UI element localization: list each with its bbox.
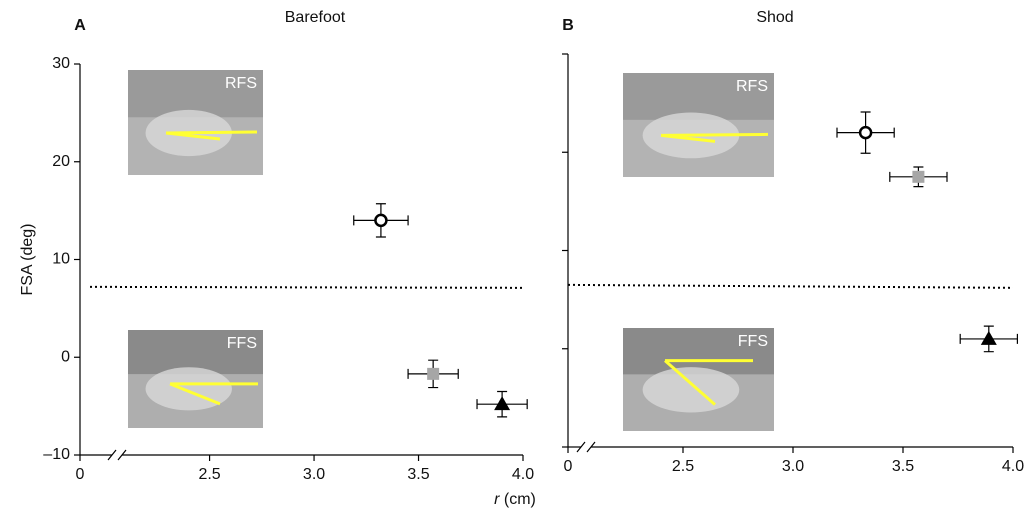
x-tick-label: 4.0 bbox=[512, 466, 534, 483]
x-tick-label: 0 bbox=[76, 466, 85, 483]
point bbox=[858, 125, 873, 140]
x-tick-label: 0 bbox=[564, 458, 573, 475]
point bbox=[912, 170, 925, 183]
threshold-line bbox=[89, 285, 524, 289]
x-axis-label: r (cm) bbox=[494, 491, 536, 508]
y-tick-label: 30 bbox=[52, 55, 70, 72]
point bbox=[980, 330, 997, 345]
threshold-line bbox=[567, 283, 1014, 289]
x-tick-label: 2.5 bbox=[198, 466, 220, 483]
panel-label: B bbox=[562, 17, 574, 34]
y-tick-label: –10 bbox=[43, 446, 70, 463]
x-tick-label: 3.5 bbox=[407, 466, 429, 483]
x-variable: r bbox=[494, 491, 500, 508]
panel-title: Barefoot bbox=[285, 9, 346, 26]
axis-break bbox=[576, 441, 596, 453]
x-tick-label: 3.0 bbox=[782, 458, 804, 475]
x-tick-label: 4.0 bbox=[1002, 458, 1024, 475]
y-tick-label: 20 bbox=[52, 153, 70, 170]
axis-break bbox=[107, 449, 127, 461]
point bbox=[494, 396, 511, 411]
x-tick-label: 3.5 bbox=[892, 458, 914, 475]
inset-angle bbox=[660, 132, 769, 143]
y-tick-label: 10 bbox=[52, 251, 70, 268]
panel-title: Shod bbox=[756, 9, 793, 26]
inset-label: RFS bbox=[225, 75, 257, 92]
x-unit: (cm) bbox=[504, 491, 536, 508]
panel-label: A bbox=[74, 17, 86, 34]
inset-angle bbox=[165, 130, 258, 141]
point bbox=[374, 213, 388, 228]
point bbox=[427, 367, 440, 380]
inset-label: FFS bbox=[738, 333, 768, 350]
inset-angle bbox=[664, 359, 753, 406]
inset-label: FFS bbox=[227, 335, 257, 352]
x-tick-label: 3.0 bbox=[303, 466, 325, 483]
inset-angle bbox=[169, 382, 258, 406]
x-tick-label: 2.5 bbox=[672, 458, 694, 475]
y-tick-label: 0 bbox=[61, 348, 70, 365]
y-axis-label: FSA (deg) bbox=[19, 223, 36, 295]
inset-foot bbox=[642, 367, 740, 413]
inset-label: RFS bbox=[736, 78, 768, 95]
